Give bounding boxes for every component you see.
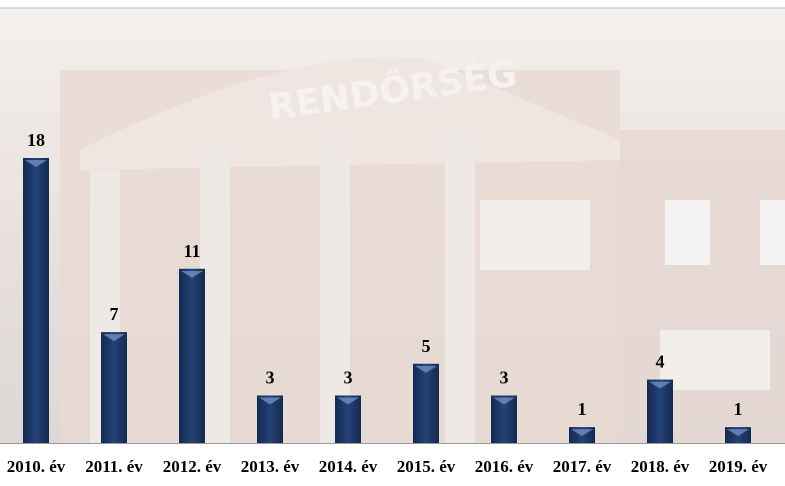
bar-cap: [415, 365, 437, 373]
x-tick-label: 2016. év: [475, 457, 534, 476]
value-label: 4: [656, 352, 665, 372]
bar-cap: [337, 397, 359, 405]
x-tick-label: 2015. év: [397, 457, 456, 476]
x-tick-label: 2010. év: [7, 457, 66, 476]
bar-cap: [571, 429, 593, 437]
bar-cap: [493, 397, 515, 405]
x-tick-label: 2012. év: [163, 457, 222, 476]
x-tick-label: 2013. év: [241, 457, 300, 476]
bar-shade: [101, 332, 127, 443]
bar-cap: [181, 270, 203, 278]
value-label: 5: [422, 336, 431, 356]
bar-cap: [727, 429, 749, 437]
value-label: 1: [734, 399, 743, 419]
value-label: 7: [110, 304, 119, 324]
bar-shade: [413, 363, 439, 443]
value-label: 1: [578, 399, 587, 419]
x-tick-label: 2019. év: [709, 457, 768, 476]
x-tick-label: 2018. év: [631, 457, 690, 476]
value-label: 11: [183, 241, 200, 261]
bar-shade: [179, 268, 205, 443]
bar-cap: [103, 334, 125, 342]
x-tick-label: 2017. év: [553, 457, 612, 476]
bar-cap: [649, 381, 671, 389]
bar-cap: [259, 397, 281, 405]
value-label: 3: [266, 368, 275, 388]
value-label: 3: [344, 368, 353, 388]
background-photo: RENDŐRSÉG: [0, 8, 785, 443]
value-label: 18: [27, 130, 45, 150]
value-label: 3: [500, 368, 509, 388]
x-tick-label: 2014. év: [319, 457, 378, 476]
x-tick-label: 2011. év: [85, 457, 143, 476]
bar-shade: [23, 158, 49, 443]
bar-shade: [647, 379, 673, 443]
bar-cap: [25, 160, 47, 167]
